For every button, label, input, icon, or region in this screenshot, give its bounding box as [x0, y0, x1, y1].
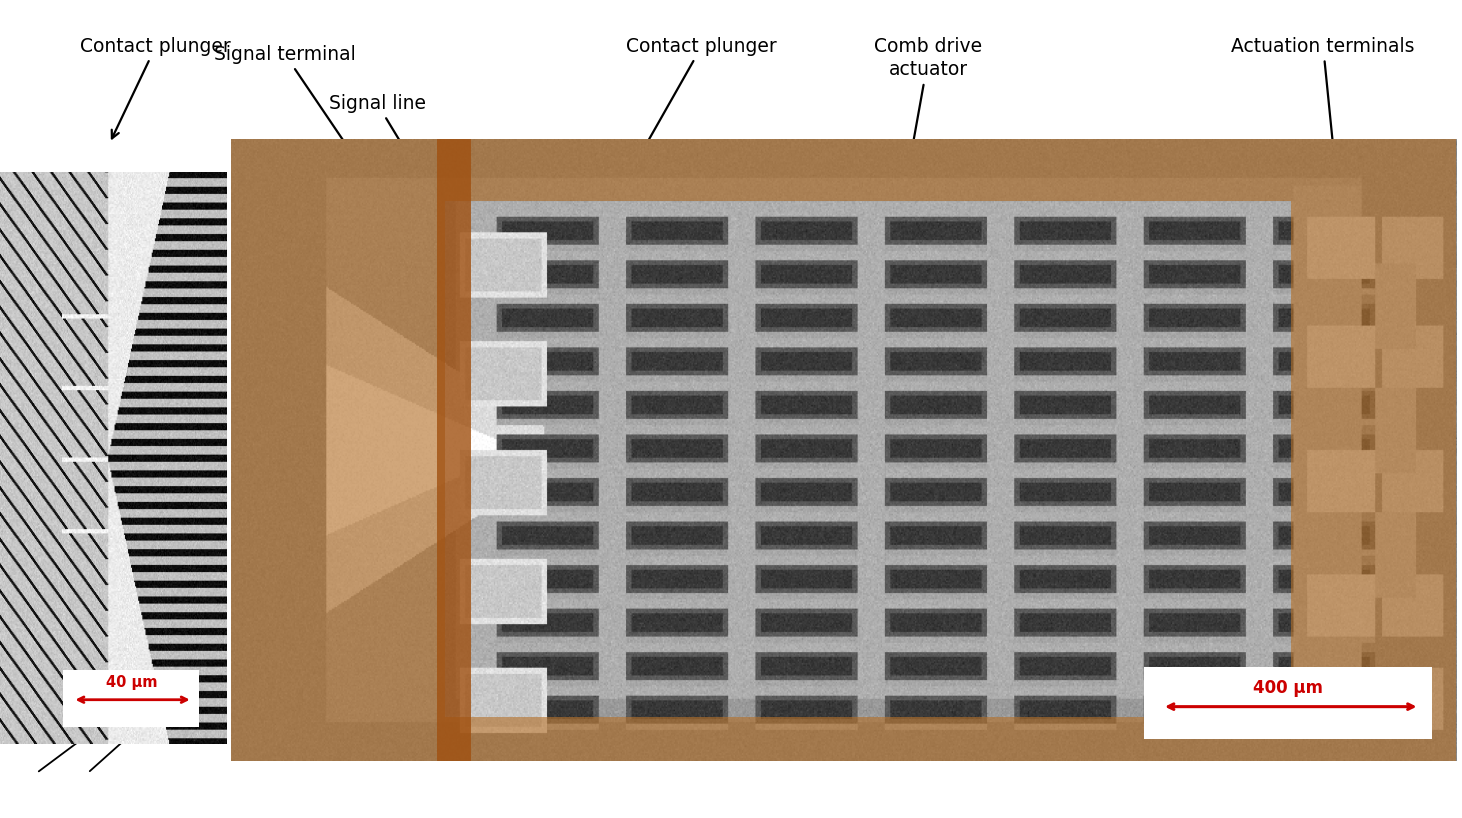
- Text: 400 μm: 400 μm: [1253, 679, 1323, 697]
- Bar: [446, 717, 1291, 761]
- Bar: [446, 139, 1291, 201]
- Text: Signal terminal: Signal terminal: [215, 45, 370, 180]
- Text: Area for
glass frit
bonding: Area for glass frit bonding: [727, 565, 811, 724]
- Bar: [1291, 139, 1456, 761]
- Text: Actuation terminals: Actuation terminals: [1231, 37, 1415, 187]
- Bar: [437, 139, 471, 761]
- Text: Gap reduction frame
and stopper, Restoring
springs: Gap reduction frame and stopper, Restori…: [1053, 524, 1288, 724]
- Text: Signal line: Signal line: [329, 94, 443, 213]
- Bar: [231, 139, 446, 761]
- Bar: [63, 670, 199, 727]
- Text: Contact plunger: Contact plunger: [80, 37, 231, 138]
- Text: 40 μm: 40 μm: [105, 675, 158, 690]
- Text: Contact plunger: Contact plunger: [624, 37, 778, 183]
- Bar: [1143, 667, 1431, 739]
- Text: Comb drive
actuator: Comb drive actuator: [874, 37, 982, 216]
- Text: Contact metallization: Contact metallization: [368, 589, 567, 724]
